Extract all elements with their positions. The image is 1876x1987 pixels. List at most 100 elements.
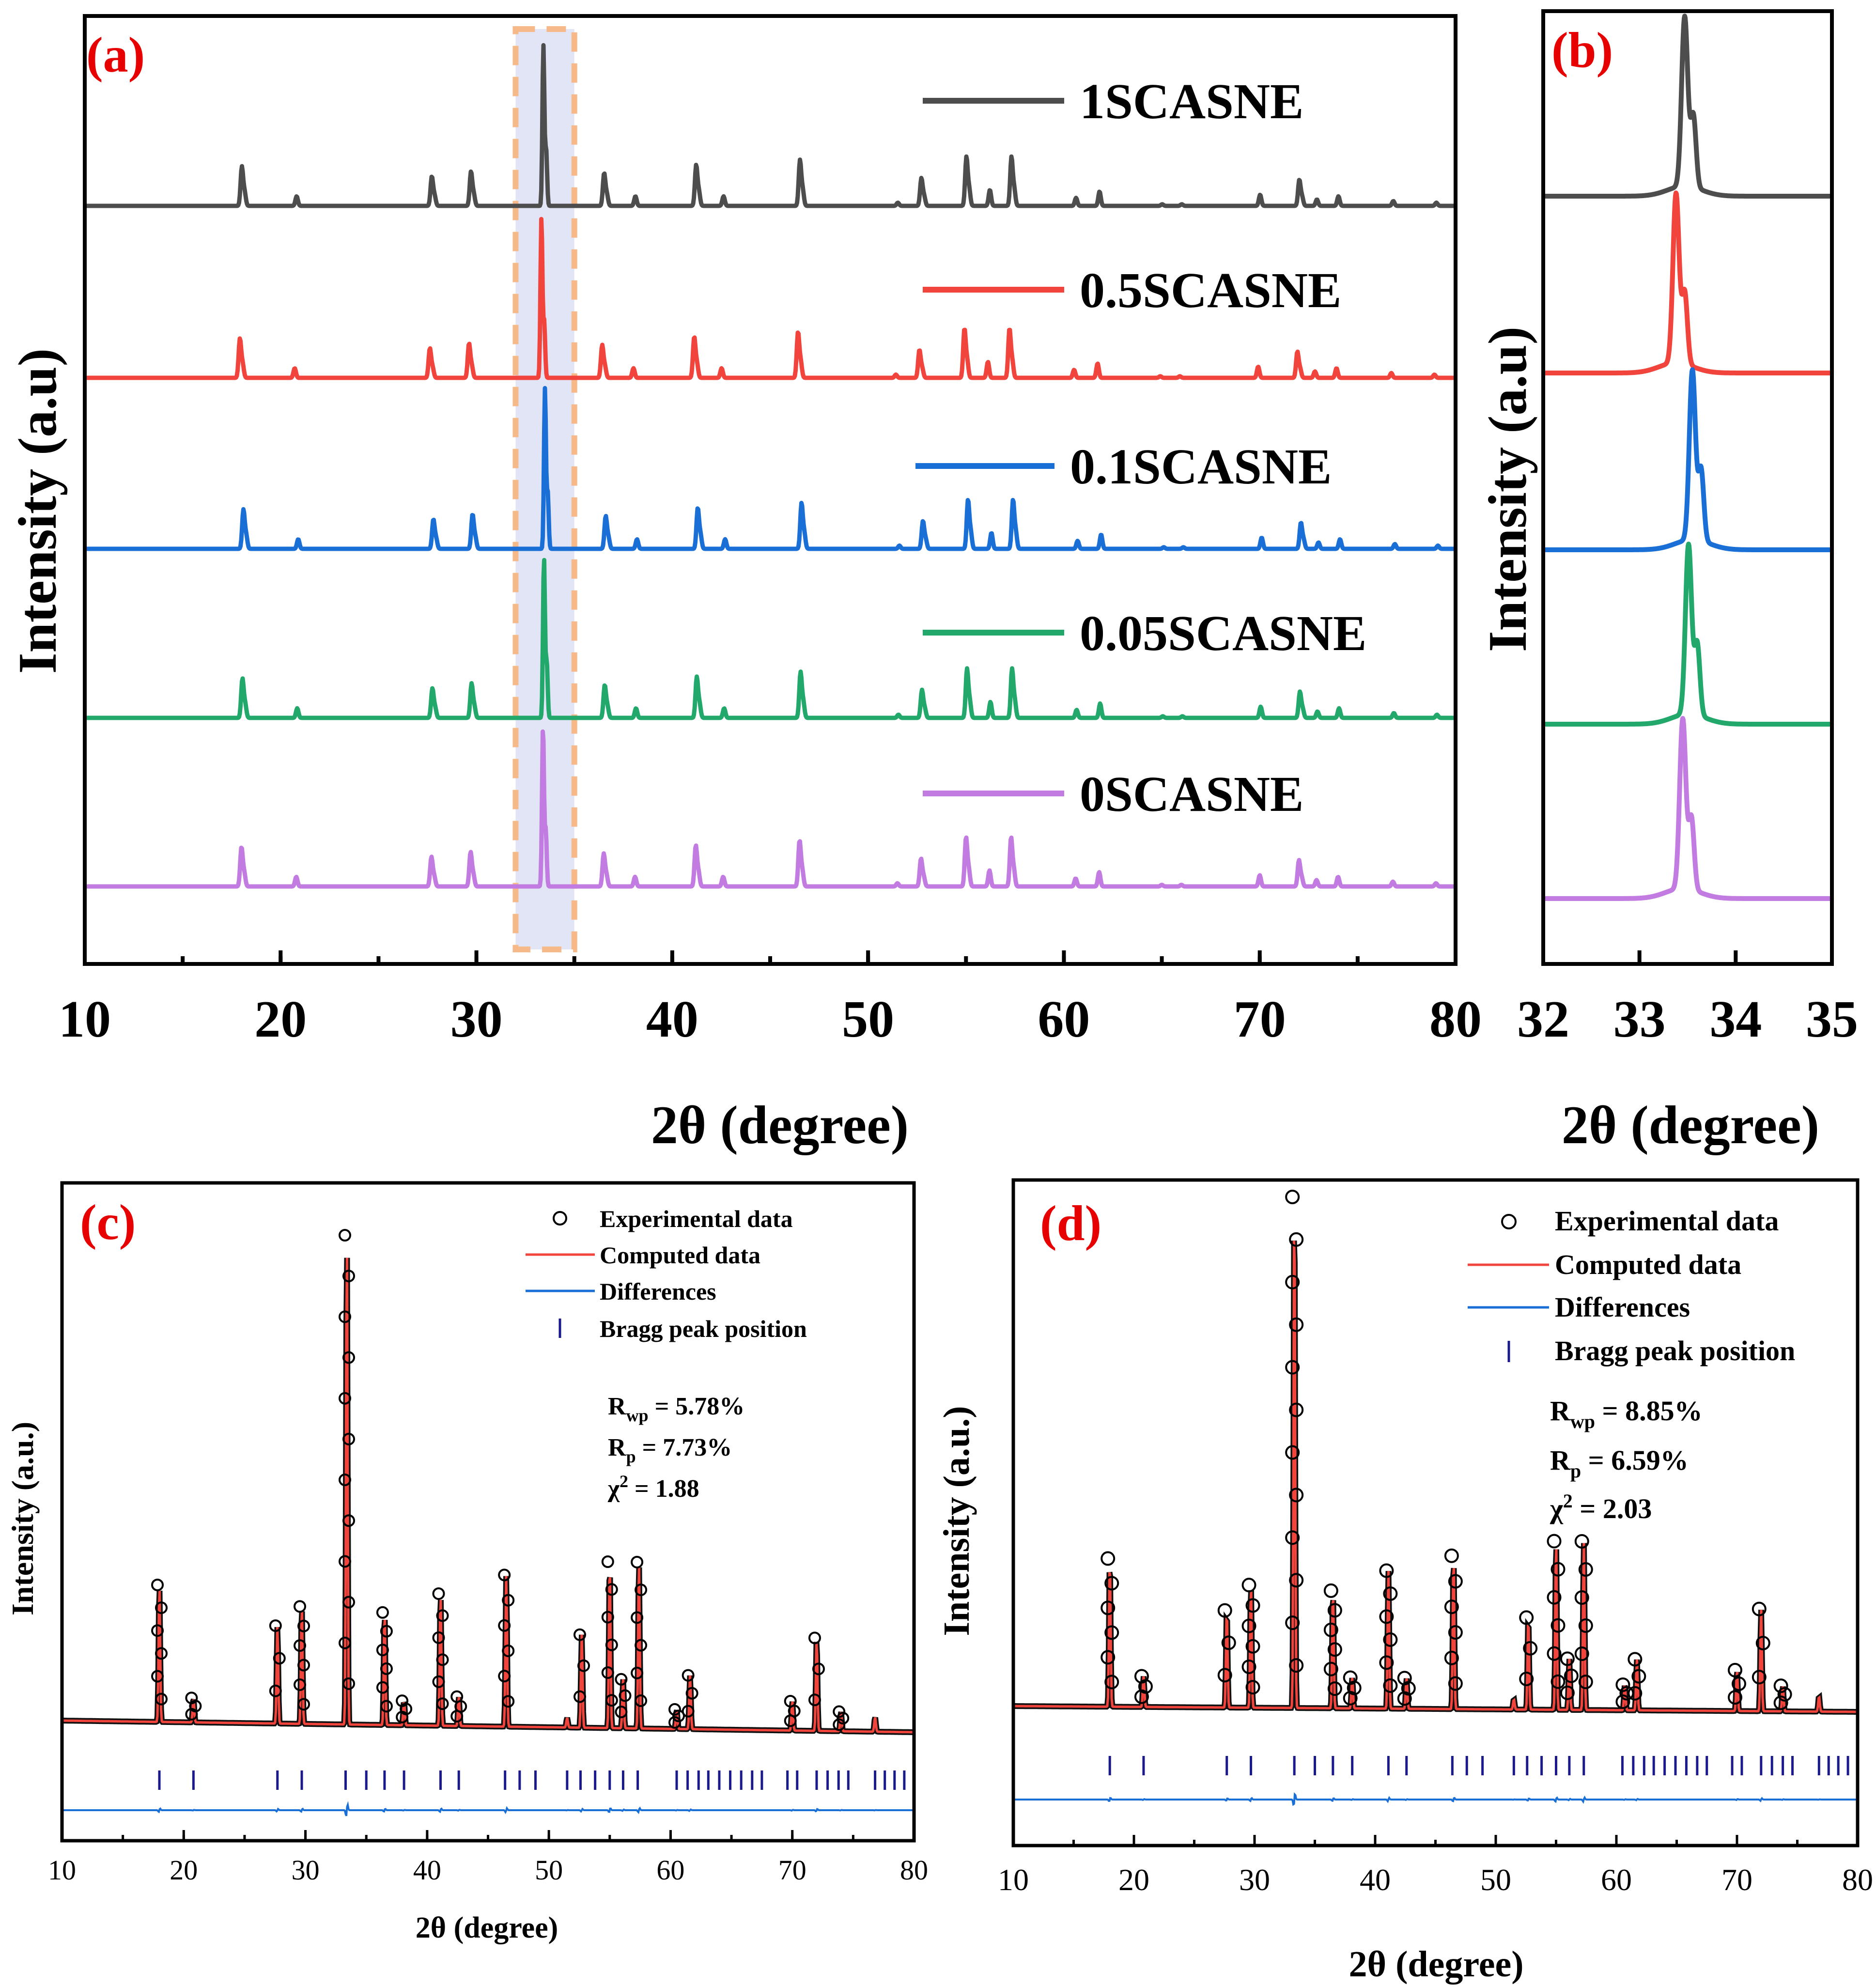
experimental-point: [668, 1703, 681, 1716]
experimental-point: [1289, 1317, 1304, 1332]
panel-b-frame: [1541, 9, 1834, 966]
experimental-point: [1327, 1681, 1342, 1696]
experimental-point: [269, 1684, 282, 1697]
x-tick-label: 30: [1239, 1863, 1270, 1897]
experimental-point: [396, 1710, 409, 1723]
experimental-point: [432, 1631, 445, 1644]
legend-label-0.1SCASNE: 0.1SCASNE: [1070, 439, 1332, 495]
experimental-point: [1550, 1562, 1566, 1577]
experimental-point: [502, 1644, 515, 1657]
experimental-point: [1773, 1678, 1788, 1693]
experimental-point: [1241, 1618, 1256, 1633]
experimental-point: [601, 1555, 614, 1568]
panel-d-ylabel: Intensity (a.u.): [936, 1406, 977, 1636]
experimental-point: [1134, 1689, 1149, 1704]
experimental-point: [380, 1662, 393, 1675]
experimental-point: [1221, 1635, 1236, 1650]
experimental-point: [339, 1310, 352, 1323]
panel-c-plot: [63, 1229, 913, 1816]
experimental-point: [631, 1611, 644, 1624]
experimental-point: [1578, 1675, 1593, 1690]
experimental-point: [380, 1700, 393, 1713]
experimental-point: [1245, 1680, 1260, 1695]
experimental-point: [1560, 1685, 1575, 1700]
experimental-point: [151, 1578, 164, 1591]
experimental-point: [339, 1392, 352, 1405]
experimental-point: [151, 1670, 164, 1683]
experimental-point: [1285, 1274, 1300, 1289]
experimental-point: [376, 1606, 389, 1619]
experimental-point: [1383, 1632, 1398, 1647]
x-tick-label: 40: [646, 991, 698, 1048]
experimental-point: [812, 1662, 825, 1676]
experimental-point: [380, 1625, 393, 1638]
x-tick-label: 20: [1118, 1863, 1149, 1897]
experimental-point: [376, 1681, 389, 1694]
difference-curve: [1014, 1792, 1857, 1806]
experimental-point: [339, 1474, 352, 1487]
trace-1SCASNE: [84, 43, 1456, 208]
experimental-point: [1245, 1639, 1260, 1654]
panel-d-legend: Experimental data Computed data Differen…: [1468, 1205, 1795, 1366]
experimental-point: [631, 1666, 644, 1679]
experimental-point: [1628, 1686, 1643, 1701]
experimental-point: [1289, 1488, 1304, 1503]
experimental-point: [635, 1694, 648, 1708]
experimental-point: [498, 1619, 511, 1632]
x-tick-label: 34: [1709, 991, 1762, 1048]
experimental-point: [1104, 1625, 1119, 1640]
experimental-point: [1104, 1675, 1119, 1690]
experimental-point: [1104, 1576, 1119, 1591]
experimental-point: [1444, 1650, 1459, 1665]
panel-d-xlabel: 2θ (degree): [1349, 1944, 1523, 1985]
panel-a-xlabel: 2θ (degree): [651, 1095, 909, 1155]
experimental-point: [605, 1583, 618, 1596]
experimental-point: [339, 1636, 352, 1649]
panel-a-legend: 1SCASNE 0.5SCASNE 0.1SCASNE 0.05SCASNE 0SCAS…: [915, 74, 1366, 822]
experimental-point: [784, 1714, 797, 1727]
computed-curve: [1014, 1241, 1857, 1713]
experimental-point: [339, 1555, 352, 1568]
x-tick-label: 32: [1517, 991, 1569, 1048]
experimental-point: [635, 1583, 648, 1597]
panel-b-xlabel: 2θ (degree): [1562, 1095, 1819, 1155]
experimental-point: [1289, 1658, 1304, 1673]
trace-0.1SCASNE: [84, 386, 1456, 551]
experimental-point: [1323, 1661, 1338, 1677]
experimental-point: [668, 1716, 681, 1729]
panel-d-plot: [1014, 1189, 1857, 1806]
experimental-point: [1323, 1583, 1338, 1598]
experimental-point: [1101, 1600, 1116, 1615]
experimental-point: [1343, 1691, 1358, 1706]
experimental-point: [1547, 1534, 1562, 1549]
panel-c-frame: [60, 1181, 916, 1843]
panel-a-ylabel: Intensity (a.u): [8, 348, 68, 674]
x-tick-label: 60: [1038, 991, 1090, 1048]
stat-chi2: χ2 = 1.88: [607, 1472, 699, 1503]
experimental-point: [297, 1619, 310, 1632]
experimental-point: [1379, 1655, 1394, 1670]
trace-0.05SCASNE: [84, 558, 1456, 720]
experimental-point: [1285, 1530, 1300, 1545]
experimental-point: [1631, 1669, 1646, 1684]
panel-c: 10 20 30 40 50 60 70 80 (c) 2θ (degree) Intensi…: [5, 1181, 928, 1944]
experimental-point: [1217, 1668, 1232, 1683]
experimental-point: [1444, 1548, 1459, 1563]
x-tick-label: 40: [1360, 1863, 1391, 1897]
x-tick-label: 60: [1601, 1863, 1632, 1897]
experimental-point: [1728, 1690, 1742, 1705]
zoom-trace-0.05SCASNE: [1543, 542, 1832, 727]
experimental-point: [155, 1601, 168, 1614]
legend-label-1SCASNE: 1SCASNE: [1080, 74, 1303, 129]
experimental-point: [833, 1705, 846, 1718]
experimental-point: [635, 1639, 648, 1652]
experimental-point: [1619, 1686, 1634, 1701]
stat-rwp: Rwp = 5.78%: [608, 1393, 744, 1425]
experimental-point: [1383, 1678, 1398, 1693]
experimental-point: [682, 1669, 695, 1682]
experimental-point: [1574, 1534, 1589, 1549]
x-tick-label: 80: [1429, 991, 1482, 1048]
experimental-point: [432, 1675, 445, 1688]
x-tick-label: 30: [292, 1854, 320, 1886]
